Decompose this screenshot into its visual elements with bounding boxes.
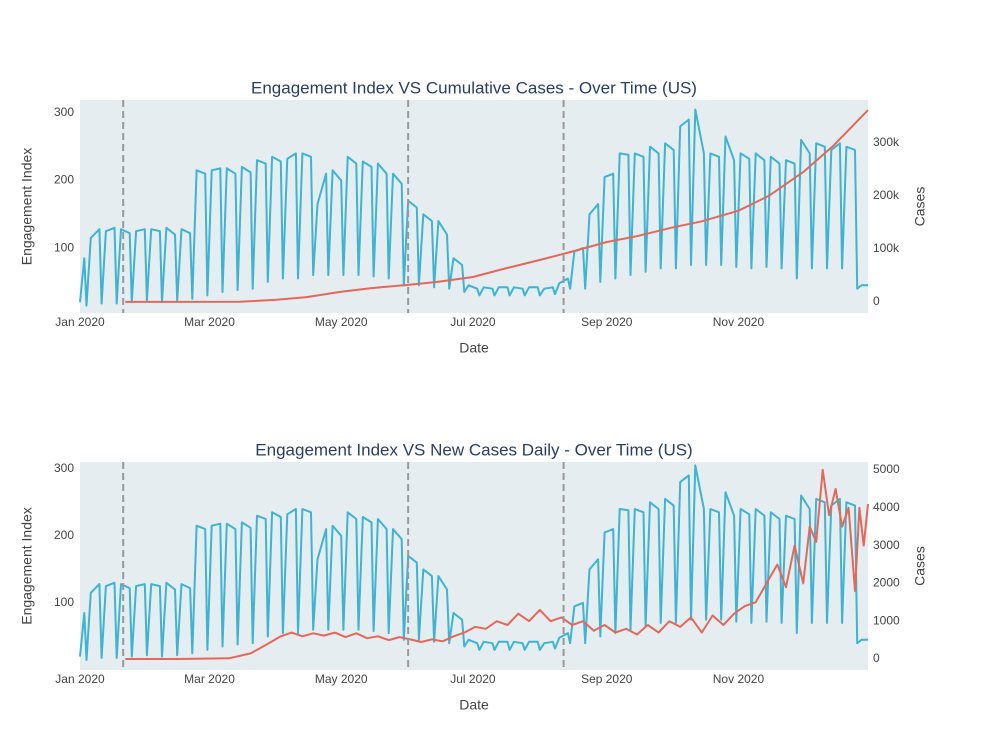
y2-tick-label: 1000 bbox=[873, 613, 900, 627]
y2-axis-title: Cases bbox=[912, 187, 928, 227]
y-axis-title: Engagement Index bbox=[19, 507, 35, 625]
y2-tick-label: 100k bbox=[873, 241, 900, 255]
x-tick-label: May 2020 bbox=[315, 672, 368, 686]
y2-tick-label: 0 bbox=[873, 651, 880, 665]
x-tick-label: Mar 2020 bbox=[184, 672, 235, 686]
x-tick-label: Mar 2020 bbox=[184, 315, 235, 329]
chart-title: Engagement Index VS Cumulative Cases - O… bbox=[251, 78, 697, 97]
x-tick-label: Sep 2020 bbox=[581, 672, 633, 686]
y-tick-label: 100 bbox=[54, 595, 74, 609]
series-line bbox=[79, 108, 868, 307]
series-line bbox=[125, 468, 869, 660]
x-tick-label: Nov 2020 bbox=[713, 315, 765, 329]
y-tick-label: 200 bbox=[54, 173, 74, 187]
series-line bbox=[125, 109, 869, 303]
y2-tick-label: 0 bbox=[873, 294, 880, 308]
x-tick-label: Jan 2020 bbox=[55, 672, 105, 686]
x-tick-label: Jul 2020 bbox=[450, 672, 496, 686]
x-tick-label: May 2020 bbox=[315, 315, 368, 329]
y-axis-title: Engagement Index bbox=[19, 148, 35, 266]
y2-tick-label: 4000 bbox=[873, 500, 900, 514]
chart-title: Engagement Index VS New Cases Daily - Ov… bbox=[255, 440, 692, 459]
y-tick-label: 300 bbox=[54, 461, 74, 475]
plot-area bbox=[80, 462, 868, 670]
y2-axis-title: Cases bbox=[912, 546, 928, 586]
x-axis-title: Date bbox=[459, 340, 489, 356]
x-tick-label: Nov 2020 bbox=[713, 672, 765, 686]
y2-tick-label: 300k bbox=[873, 135, 900, 149]
y-tick-label: 100 bbox=[54, 240, 74, 254]
y-tick-label: 200 bbox=[54, 528, 74, 542]
y2-tick-label: 5000 bbox=[873, 462, 900, 476]
x-tick-label: Jul 2020 bbox=[450, 315, 496, 329]
y2-tick-label: 2000 bbox=[873, 576, 900, 590]
y2-tick-label: 3000 bbox=[873, 538, 900, 552]
x-tick-label: Jan 2020 bbox=[55, 315, 105, 329]
y2-tick-label: 200k bbox=[873, 188, 900, 202]
y-tick-label: 300 bbox=[54, 105, 74, 119]
x-tick-label: Sep 2020 bbox=[581, 315, 633, 329]
x-axis-title: Date bbox=[459, 697, 489, 713]
series-line bbox=[79, 464, 868, 661]
